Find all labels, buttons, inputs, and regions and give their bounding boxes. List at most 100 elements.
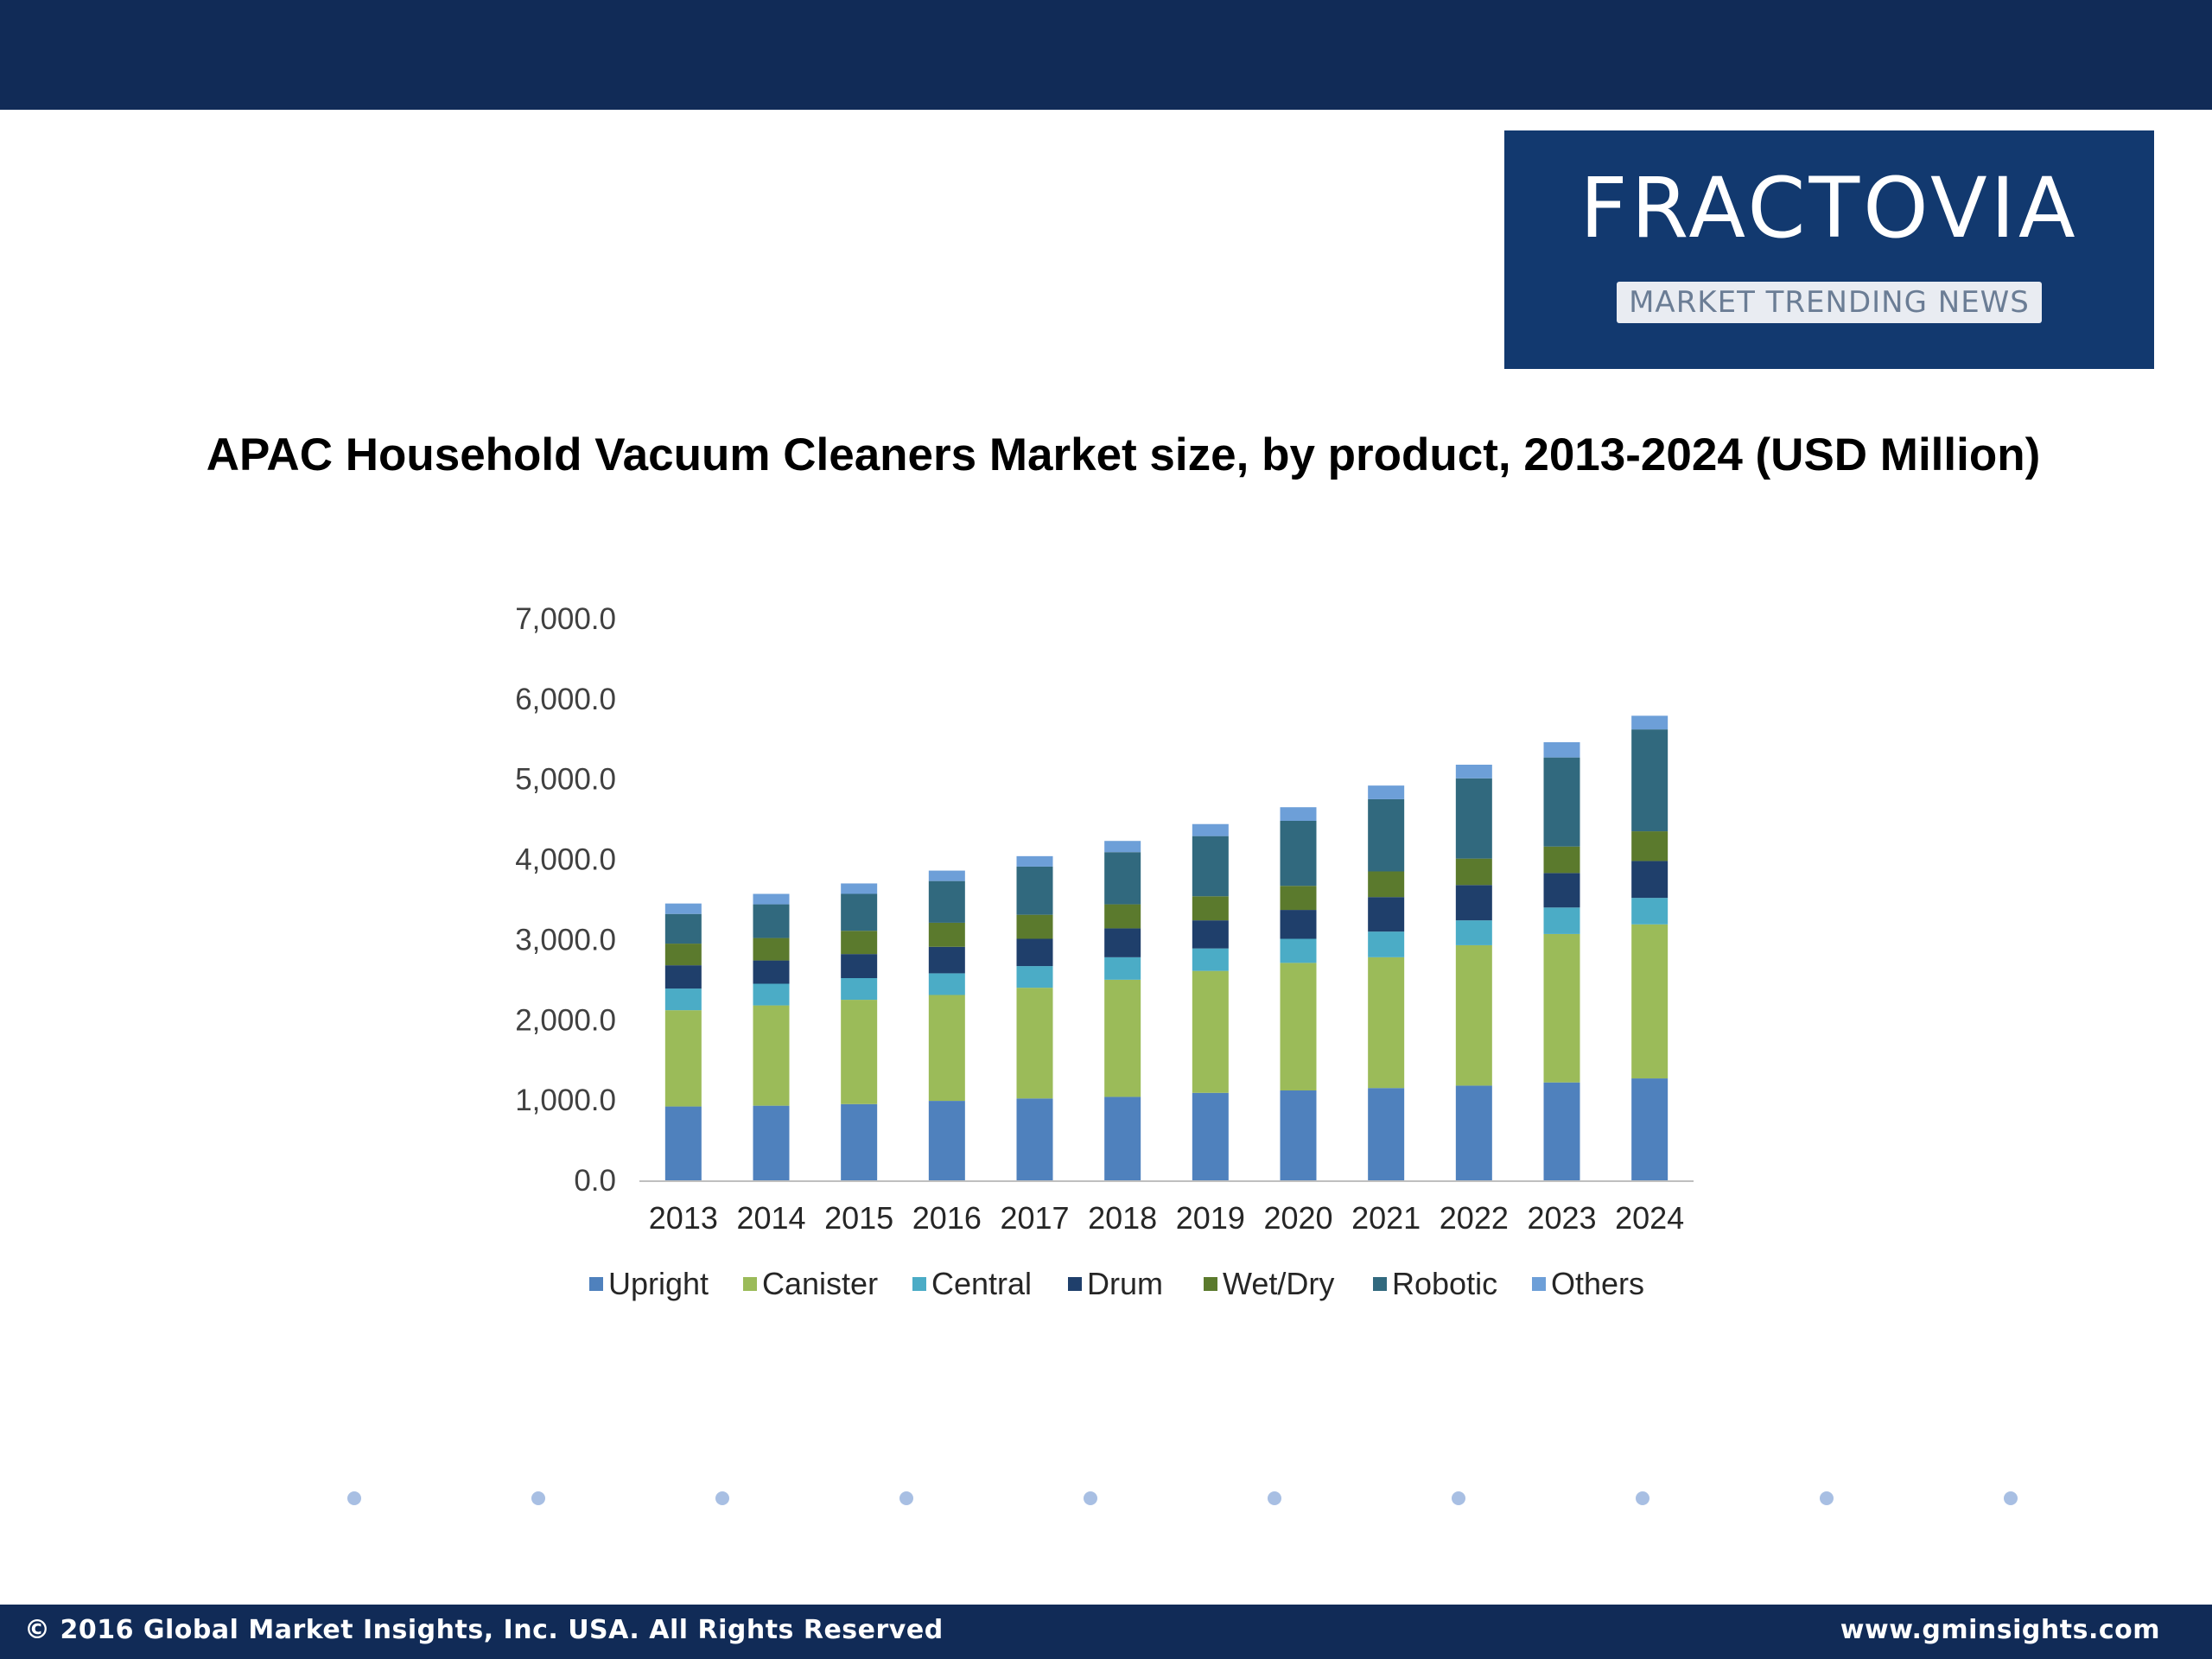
fractovia-logo: FRACTOVIA MARKET TRENDING NEWS <box>1504 130 2154 369</box>
bar-segment-robotic-2018 <box>1104 852 1141 905</box>
bar-segment-central-2018 <box>1104 957 1141 980</box>
bar-segment-wet-dry-2018 <box>1104 904 1141 929</box>
bar-segment-others-2024 <box>1631 715 1669 730</box>
decorative-dot <box>899 1491 913 1505</box>
bar-segment-robotic-2016 <box>928 880 965 923</box>
legend-label: Canister <box>762 1266 878 1301</box>
bar-segment-wet-dry-2023 <box>1543 846 1580 874</box>
legend-swatch <box>1204 1277 1217 1291</box>
decorative-dot <box>531 1491 545 1505</box>
bar-segment-canister-2023 <box>1543 933 1580 1083</box>
bar-segment-central-2022 <box>1455 920 1492 945</box>
bar-segment-others-2014 <box>753 893 790 905</box>
legend-swatch <box>1532 1277 1546 1291</box>
y-tick-label: 1,000.0 <box>515 1084 616 1117</box>
bar-segment-canister-2013 <box>664 1010 702 1107</box>
legend-label: Wet/Dry <box>1223 1266 1334 1301</box>
bar-segment-central-2019 <box>1192 948 1229 971</box>
bar-segment-upright-2014 <box>753 1105 790 1180</box>
bar-segment-central-2017 <box>1016 966 1053 988</box>
bar-segment-central-2021 <box>1368 931 1405 957</box>
bar-segment-wet-dry-2021 <box>1368 871 1405 898</box>
bar-segment-others-2017 <box>1016 855 1053 867</box>
decorative-dot <box>2004 1491 2018 1505</box>
bar-segment-robotic-2014 <box>753 904 790 938</box>
chart-title: APAC Household Vacuum Cleaners Market si… <box>206 429 2041 480</box>
bar-segment-wet-dry-2017 <box>1016 914 1053 939</box>
x-tick-label: 2021 <box>1351 1200 1421 1236</box>
bar-segment-drum-2020 <box>1280 910 1317 939</box>
bar-segment-drum-2022 <box>1455 885 1492 921</box>
bar-segment-drum-2018 <box>1104 928 1141 957</box>
bar-segment-drum-2015 <box>841 954 878 978</box>
legend-swatch <box>589 1277 603 1291</box>
bar-segment-robotic-2015 <box>841 893 878 931</box>
bar-segment-canister-2014 <box>753 1005 790 1106</box>
bar-segment-robotic-2022 <box>1455 778 1492 859</box>
decorative-dot <box>347 1491 361 1505</box>
bar-segment-canister-2019 <box>1192 970 1229 1093</box>
bar-segment-upright-2016 <box>928 1101 965 1180</box>
bar-segment-upright-2017 <box>1016 1098 1053 1180</box>
x-tick-label: 2023 <box>1527 1200 1596 1236</box>
x-tick-label: 2019 <box>1176 1200 1245 1236</box>
bar-segment-others-2022 <box>1455 765 1492 779</box>
bar-segment-upright-2024 <box>1631 1078 1669 1180</box>
bar-segment-canister-2021 <box>1368 957 1405 1089</box>
y-tick-label: 6,000.0 <box>515 683 616 716</box>
footer-website: www.gminsights.com <box>1840 1615 2160 1645</box>
bar-segment-upright-2022 <box>1455 1085 1492 1180</box>
bar-segment-drum-2014 <box>753 960 790 984</box>
bar-segment-upright-2013 <box>664 1106 702 1180</box>
y-tick-label: 7,000.0 <box>515 602 616 636</box>
bar-segment-others-2021 <box>1368 785 1405 799</box>
bar-segment-wet-dry-2022 <box>1455 858 1492 886</box>
bar-segment-robotic-2019 <box>1192 836 1229 897</box>
x-tick-label: 2024 <box>1615 1200 1684 1236</box>
legend-swatch <box>912 1277 926 1291</box>
bar-segment-wet-dry-2024 <box>1631 831 1669 861</box>
legend-swatch <box>1068 1277 1082 1291</box>
y-tick-label: 3,000.0 <box>515 923 616 957</box>
bar-segment-others-2023 <box>1543 742 1580 758</box>
bar-segment-canister-2018 <box>1104 979 1141 1097</box>
bar-segment-central-2016 <box>928 973 965 995</box>
bar-segment-drum-2016 <box>928 946 965 974</box>
bar-segment-wet-dry-2020 <box>1280 886 1317 911</box>
bar-segment-wet-dry-2016 <box>928 922 965 947</box>
bar-segment-drum-2023 <box>1543 873 1580 908</box>
bar-segment-canister-2020 <box>1280 963 1317 1090</box>
bar-segment-others-2019 <box>1192 823 1229 836</box>
bar-segment-robotic-2017 <box>1016 866 1053 915</box>
bar-segment-canister-2017 <box>1016 988 1053 1099</box>
x-tick-label: 2016 <box>912 1200 982 1236</box>
footer-bar: © 2016 Global Market Insights, Inc. USA.… <box>0 1605 2212 1659</box>
bar-segment-wet-dry-2019 <box>1192 896 1229 921</box>
bar-segment-others-2020 <box>1280 807 1317 821</box>
bar-segment-robotic-2021 <box>1368 798 1405 872</box>
legend-label: Drum <box>1087 1266 1163 1301</box>
footer-copyright: © 2016 Global Market Insights, Inc. USA.… <box>24 1615 944 1645</box>
y-tick-label: 4,000.0 <box>515 843 616 877</box>
x-tick-label: 2020 <box>1263 1200 1332 1236</box>
bar-segment-wet-dry-2014 <box>753 938 790 961</box>
bar-segment-canister-2016 <box>928 995 965 1102</box>
bar-segment-upright-2015 <box>841 1103 878 1180</box>
x-tick-label: 2013 <box>649 1200 718 1236</box>
decorative-dot <box>1636 1491 1649 1505</box>
bar-segment-upright-2023 <box>1543 1082 1580 1180</box>
decorative-dot <box>1820 1491 1834 1505</box>
y-tick-label: 0.0 <box>574 1164 616 1198</box>
bar-segment-others-2016 <box>928 870 965 881</box>
decorative-dot <box>1268 1491 1281 1505</box>
y-tick-label: 5,000.0 <box>515 763 616 797</box>
slide-dots-decoration <box>0 1486 2212 1512</box>
bar-segment-robotic-2020 <box>1280 821 1317 887</box>
legend-label: Others <box>1551 1266 1644 1301</box>
x-tick-label: 2017 <box>1000 1200 1069 1236</box>
bar-segment-central-2013 <box>664 988 702 1011</box>
legend-label: Central <box>931 1266 1032 1301</box>
bar-segment-canister-2015 <box>841 1000 878 1104</box>
legend-swatch <box>1373 1277 1387 1291</box>
